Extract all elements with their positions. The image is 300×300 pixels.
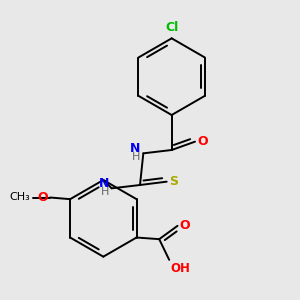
Text: O: O bbox=[38, 191, 49, 204]
Text: CH₃: CH₃ bbox=[9, 193, 30, 202]
Text: Cl: Cl bbox=[165, 21, 178, 34]
Text: H: H bbox=[100, 187, 109, 197]
Text: OH: OH bbox=[170, 262, 190, 275]
Text: S: S bbox=[169, 175, 178, 188]
Text: O: O bbox=[179, 219, 190, 232]
Text: H: H bbox=[132, 152, 141, 162]
Text: N: N bbox=[130, 142, 141, 155]
Text: N: N bbox=[99, 177, 109, 190]
Text: O: O bbox=[198, 135, 208, 148]
